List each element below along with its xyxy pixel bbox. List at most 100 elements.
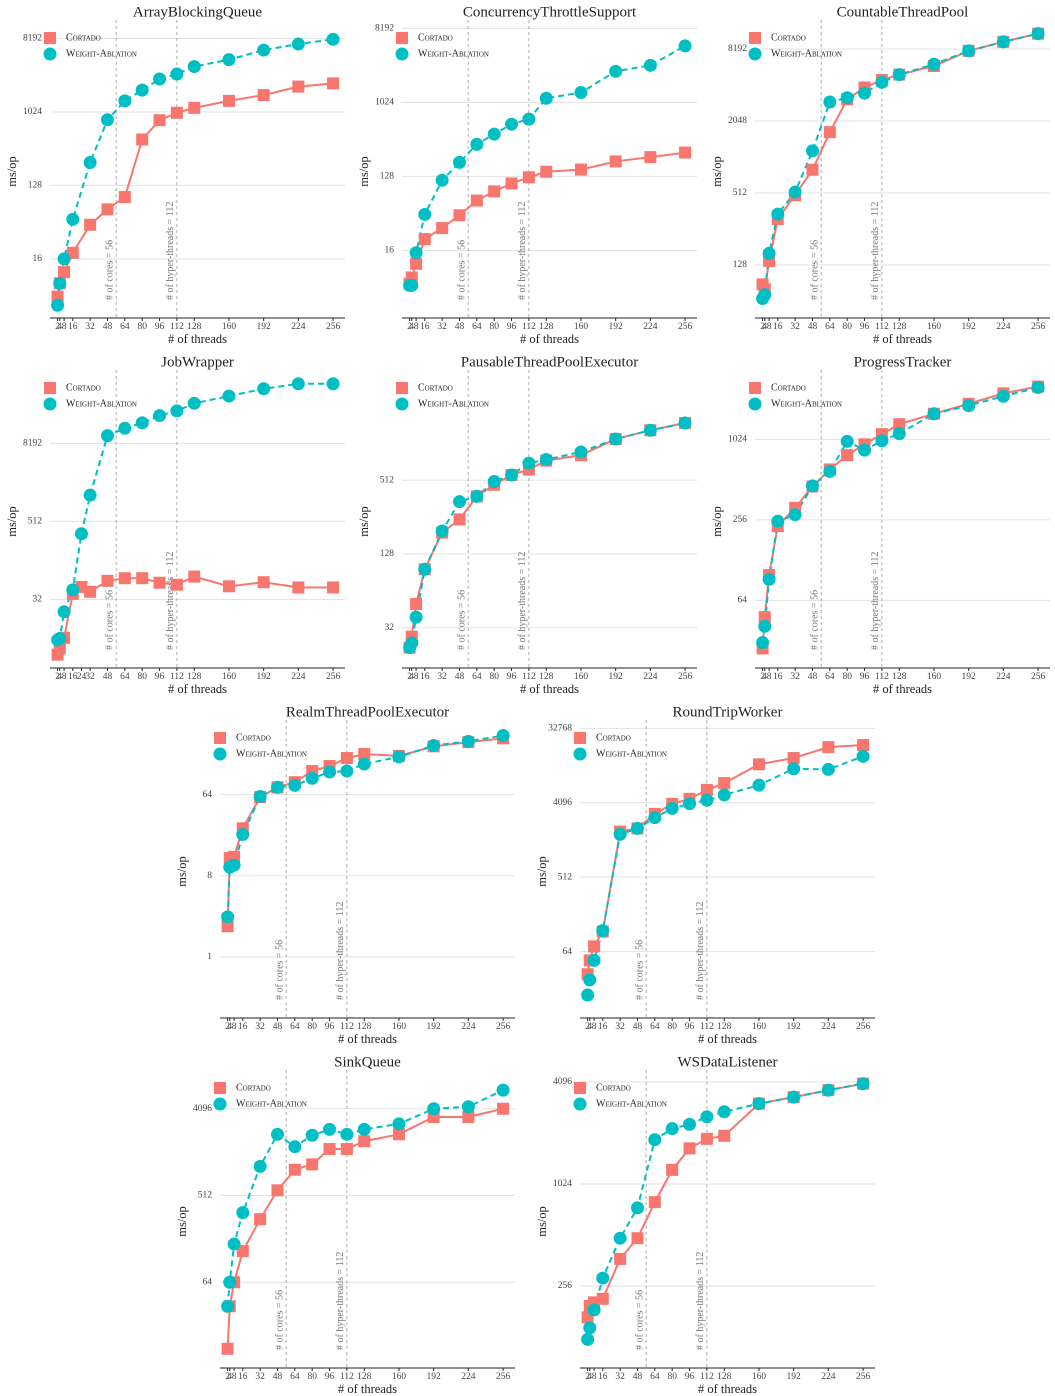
legend-label: Weight-Ablation [596,748,667,759]
x-tick-label: 8 [767,672,772,682]
x-tick-label: 32 [615,1022,625,1032]
marker [410,597,423,610]
marker [574,86,588,100]
marker [153,72,167,86]
marker [427,738,441,752]
x-tick-label: 128 [892,322,907,332]
legend-label: Cortado [236,732,271,743]
marker [581,988,595,1002]
chart-title: RoundTripWorker [673,704,783,720]
marker [758,288,772,302]
marker [679,146,692,159]
x-tick-label: 32 [790,322,800,332]
x-tick-label: 224 [643,322,658,332]
x-tick-label: 128 [187,322,202,332]
marker [326,377,340,391]
x-tick-label: 192 [787,1022,802,1032]
x-tick-label: 32 [437,672,447,682]
legend-label: Weight-Ablation [596,1098,667,1109]
x-tick-label: 112 [700,1022,714,1032]
marker [236,1206,250,1220]
marker [118,94,132,108]
marker [392,750,406,764]
marker [574,445,588,459]
legend-marker [749,382,761,394]
marker [84,218,97,231]
marker [452,155,466,169]
series-line [586,1082,864,1340]
marker [666,1163,679,1176]
x-tick-label: 48 [103,672,113,682]
x-tick-label: 96 [685,1372,695,1382]
marker [323,1122,337,1136]
x-tick-label: 160 [392,1372,407,1382]
x-tick-label: 256 [678,322,693,332]
legend-marker [748,397,762,411]
y-axis-label: ms/op [535,856,549,887]
chart-title: WSDataListener [678,1054,778,1070]
legend-marker [396,32,408,44]
marker [470,489,484,503]
marker [1031,27,1045,41]
marker [718,1129,731,1142]
marker [170,404,184,418]
marker [587,1303,601,1317]
marker [427,1102,441,1116]
marker [327,581,340,594]
x-tick-label: 32 [85,672,95,682]
y-tick-label: 64 [203,790,213,800]
marker [288,1140,302,1154]
marker [118,572,131,585]
x-tick-label: 64 [650,1022,660,1032]
chart-title: ArrayBlockingQueue [133,4,262,20]
marker [291,37,305,51]
x-tick-label: 256 [326,672,341,682]
marker [51,298,65,312]
marker [453,513,466,526]
legend-marker [44,32,56,44]
reference-label: # of cores = 56 [274,1290,285,1350]
x-tick-label: 160 [222,672,237,682]
x-tick-label: 64 [120,322,130,332]
legend-marker [43,47,57,61]
marker [927,407,941,421]
marker [1031,380,1045,394]
legend-label: Weight-Ablation [66,48,137,59]
reference-label: # of cores = 56 [634,1290,645,1350]
y-axis-label: ms/op [5,156,19,187]
marker [609,64,623,78]
y-tick-label: 8192 [375,24,394,34]
x-tick-label: 160 [222,322,237,332]
marker [822,741,835,754]
y-tick-label: 8192 [23,34,42,44]
marker [170,67,184,81]
marker [257,43,271,57]
marker [188,570,201,583]
x-tick-label: 48 [808,672,818,682]
x-tick-label: 4 [409,672,414,682]
x-tick-label: 256 [678,672,693,682]
series-line [57,382,334,641]
marker [857,738,870,751]
marker [221,920,234,933]
marker [340,1127,354,1141]
legend-label: Weight-Ablation [418,398,489,409]
x-tick-label: 192 [962,672,977,682]
marker [805,144,819,158]
legend-marker [214,1082,226,1094]
marker [74,527,88,541]
y-tick-label: 1024 [375,98,394,108]
x-tick-label: 224 [461,1022,476,1032]
marker [752,758,765,771]
marker [752,778,766,792]
x-tick-label: 16 [598,1372,608,1382]
marker [405,636,419,650]
x-axis-label: # of threads [698,1382,757,1396]
marker [292,80,305,93]
marker [643,423,657,437]
marker [683,1117,697,1131]
marker [271,1184,284,1197]
marker [153,576,166,589]
y-axis-label: ms/op [175,856,189,887]
x-tick-label: 64 [290,1372,300,1382]
